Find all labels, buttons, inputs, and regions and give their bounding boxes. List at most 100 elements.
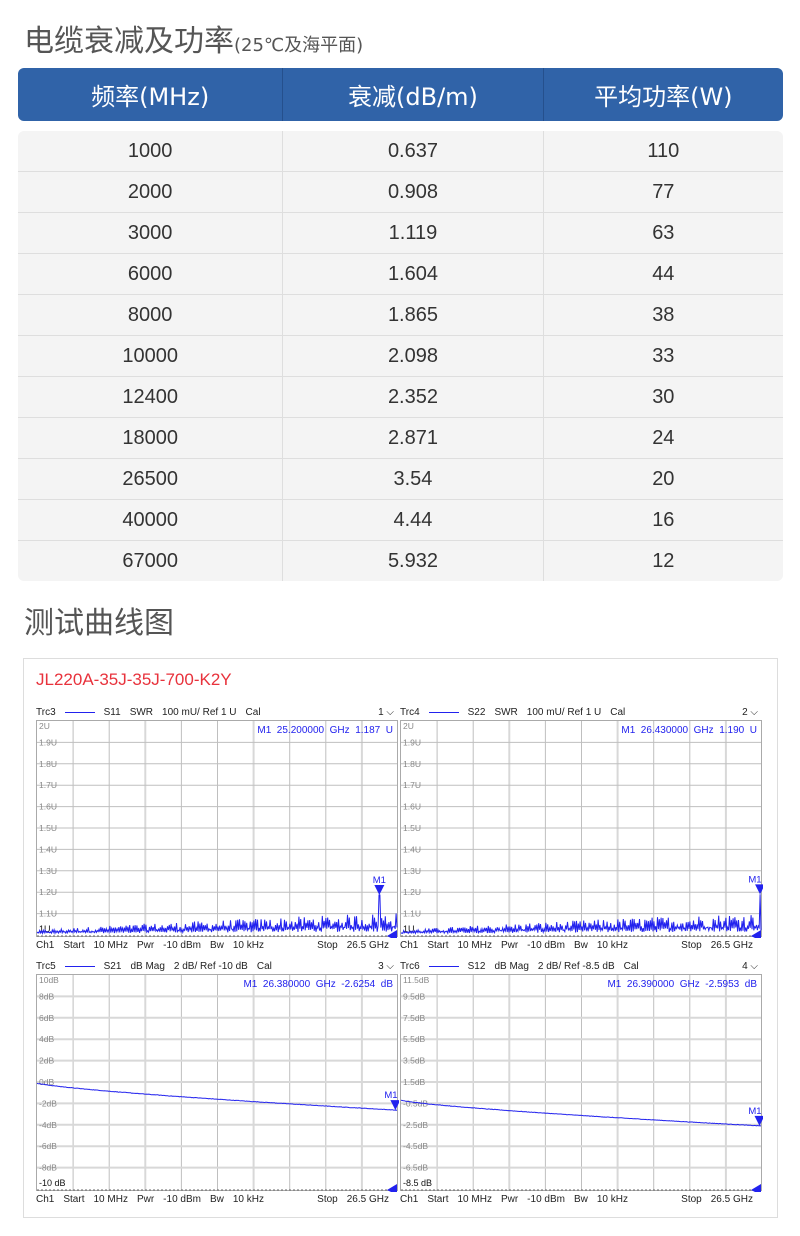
- panel-header: Trc6 S12 dB Mag 2 dB/ Ref -8.5 dB Cal 4 …: [400, 959, 762, 974]
- footer-item: Ch1: [36, 1193, 55, 1205]
- test-curves-figure: [23, 658, 778, 1218]
- stop-arrow-icon: [387, 930, 397, 938]
- cell-attenuation: 2.352: [283, 377, 544, 417]
- chart-panel-4: Trc6 S12 dB Mag 2 dB/ Ref -8.5 dB Cal 4 …: [400, 959, 763, 1206]
- y-tick-label: -10 dB: [39, 1178, 66, 1188]
- y-tick-label: 1.4U: [39, 844, 57, 854]
- panel-header: Trc4 S22 SWR 100 mU/ Ref 1 U Cal 2 ⌵: [400, 705, 762, 720]
- marker-readout: M1 26.390000 GHz -2.5953 dB: [607, 979, 757, 990]
- trace-line-icon: [64, 966, 95, 967]
- trace-param: S22: [467, 707, 486, 718]
- footer-item: Ch1: [36, 939, 55, 951]
- y-tick-label: 1.5U: [403, 823, 421, 833]
- window-number[interactable]: 3 ⌵: [378, 961, 394, 972]
- trace-line-icon: [428, 966, 459, 967]
- header-frequency: 频率(MHz): [18, 68, 284, 121]
- stop-arrow-icon: [387, 1184, 397, 1192]
- cell-power: 44: [652, 262, 675, 285]
- footer-item: Pwr: [136, 1193, 155, 1205]
- footer-item: -10 dBm: [163, 1193, 201, 1205]
- footer-item: -10 dBm: [527, 1193, 565, 1205]
- cell-frequency: 2000: [18, 172, 284, 212]
- y-tick-label: 0dB: [39, 1077, 54, 1087]
- marker-label: M1: [748, 1106, 761, 1117]
- window-number[interactable]: 4 ⌵: [742, 961, 758, 972]
- window-number[interactable]: 1 ⌵: [378, 707, 394, 718]
- y-tick-label: 2U: [403, 721, 414, 731]
- footer-item: Stop: [317, 939, 338, 951]
- trace-scale: 100 mU/ Ref 1 U: [162, 707, 237, 718]
- title-main: 电缆衰减及功率: [24, 24, 234, 59]
- footer-item: Pwr: [500, 939, 519, 951]
- marker-label: M1: [748, 874, 761, 885]
- trace-name: Trc5: [36, 961, 56, 972]
- marker-readout: M1 26.430000 GHz 1.190 U: [621, 725, 757, 736]
- window-number[interactable]: 2 ⌵: [742, 707, 758, 718]
- window-number-label: 4: [742, 961, 748, 972]
- trace-line-icon: [428, 712, 459, 713]
- y-tick-label: 1.2U: [39, 887, 57, 897]
- footer-item: Pwr: [136, 939, 155, 951]
- stop-arrow-icon: [751, 930, 761, 938]
- y-tick-label: 1.9U: [39, 737, 57, 747]
- marker-triangle-icon[interactable]: [755, 884, 763, 895]
- y-tick-label: 1U: [403, 924, 415, 934]
- chart-panel-2: Trc4 S22 SWR 100 mU/ Ref 1 U Cal 2 ⌵ 2U 1…: [400, 705, 763, 952]
- window-number-label: 3: [378, 961, 384, 972]
- cell-frequency: 3000: [18, 213, 284, 253]
- cell-frequency: 10000: [18, 336, 284, 376]
- trace-format: SWR: [129, 707, 154, 718]
- y-tick-label: 1.6U: [39, 802, 57, 812]
- stop-arrow-icon: [751, 1184, 761, 1192]
- trace-line: [400, 894, 762, 935]
- cell-attenuation: 4.44: [283, 500, 544, 540]
- cell-attenuation: 5.932: [283, 541, 544, 581]
- panel-footer: Ch1 Start 10 MHz Pwr -10 dBm Bw 10 kHz Stop 26.5…: [36, 938, 398, 952]
- trace-format: SWR: [494, 707, 518, 718]
- cell-attenuation: 2.098: [283, 336, 544, 376]
- y-tick-label: 1.1U: [403, 909, 421, 919]
- cell-power: 77: [652, 180, 675, 203]
- table-row: 3000 1.119 63: [18, 213, 783, 254]
- footer-item: Start: [63, 1193, 85, 1205]
- trace-scale: 2 dB/ Ref -10 dB: [173, 961, 248, 972]
- trace-line: [36, 1082, 398, 1111]
- plot-area: 2U 1.9U 1.8U 1.7U 1.6U 1.5U 1.4U 1.3U 1.2U 1.1U 1U…: [36, 720, 398, 938]
- marker-readout: M1 26.380000 GHz -2.6254 dB: [243, 979, 393, 990]
- trace-cal: Cal: [623, 961, 639, 972]
- footer-item: 10 kHz: [232, 1193, 264, 1205]
- cell-power: 30: [652, 385, 675, 408]
- table-row: 8000 1.865 38: [18, 295, 783, 336]
- panel-footer: Ch1 Start 10 MHz Pwr -10 dBm Bw 10 kHz Stop 26.5…: [36, 1192, 398, 1206]
- y-tick-label: 1.7U: [39, 780, 57, 790]
- y-tick-label: 1.4U: [403, 844, 421, 854]
- table-row: 40000 4.44 16: [18, 500, 783, 541]
- y-tick-label: -2.5dB: [403, 1120, 428, 1130]
- marker-triangle-icon[interactable]: [390, 1100, 399, 1111]
- cell-attenuation: 0.908: [283, 172, 544, 212]
- panel-footer: Ch1 Start 10 MHz Pwr -10 dBm Bw 10 kHz Stop 26.5…: [400, 1192, 762, 1206]
- marker-triangle-icon[interactable]: [754, 1115, 763, 1126]
- cell-attenuation: 3.54: [283, 459, 544, 499]
- table-row: 26500 3.54 20: [18, 459, 783, 500]
- header-power: 平均功率(W): [594, 83, 733, 111]
- table-row: 12400 2.352 30: [18, 377, 783, 418]
- footer-item: Start: [427, 939, 449, 951]
- y-tick-label: 1.1U: [39, 909, 57, 919]
- marker-triangle-icon[interactable]: [374, 884, 385, 895]
- cell-attenuation: 2.871: [283, 418, 544, 458]
- footer-item: -10 dBm: [163, 939, 201, 951]
- y-tick-label: 6dB: [39, 1013, 54, 1023]
- y-tick-label: 1.7U: [403, 780, 421, 790]
- cell-frequency: 8000: [18, 295, 284, 335]
- footer-item: 26.5 GHz: [346, 939, 389, 951]
- trace-name: Trc3: [36, 707, 56, 718]
- panel-footer: Ch1 Start 10 MHz Pwr -10 dBm Bw 10 kHz Stop 26.5…: [400, 938, 762, 952]
- cell-power: 24: [652, 426, 675, 449]
- y-tick-label: 1.9U: [403, 737, 421, 747]
- y-tick-label: 5.5dB: [403, 1034, 426, 1044]
- footer-item: 10 MHz: [457, 939, 492, 951]
- trace-cal: Cal: [610, 707, 626, 718]
- table-header: 频率(MHz) 衰减(dB/m) 平均功率(W): [18, 68, 783, 121]
- footer-item: Stop: [681, 1193, 702, 1205]
